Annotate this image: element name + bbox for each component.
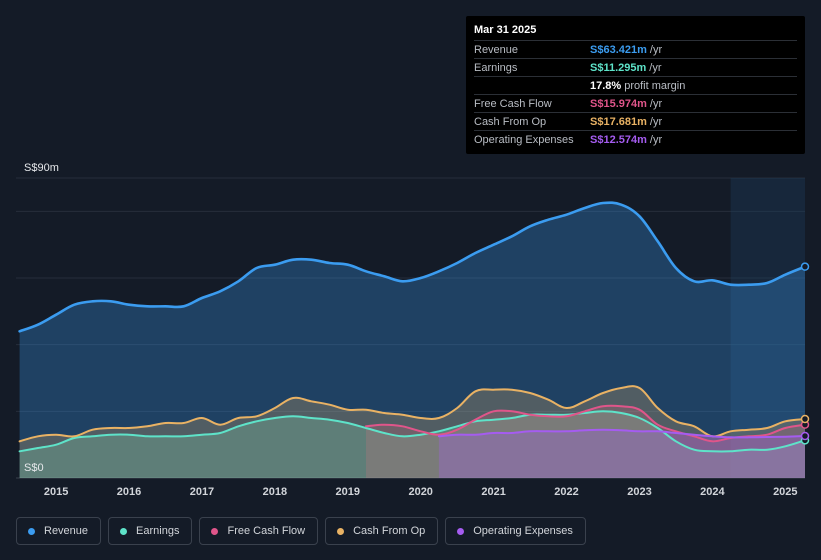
x-tick-label: 2016 <box>117 486 141 498</box>
series-areas <box>19 202 806 479</box>
legend-item-operating-expenses[interactable]: Operating Expenses <box>445 517 586 545</box>
legend: Revenue Earnings Free Cash Flow Cash Fro… <box>16 517 593 545</box>
x-tick-label: 2017 <box>190 486 214 498</box>
line-earnings <box>18 410 806 453</box>
end-marker-revenue <box>800 262 810 271</box>
series-lines <box>18 201 807 453</box>
line-operating-expenses <box>437 428 806 439</box>
legend-label: Cash From Op <box>353 525 426 537</box>
x-tick-label: 2019 <box>336 486 360 498</box>
x-tick-label: 2025 <box>773 486 797 498</box>
x-tick-label: 2021 <box>481 486 505 498</box>
x-tick-label: 2020 <box>408 486 432 498</box>
x-tick-label: 2015 <box>44 486 68 498</box>
area-earnings <box>19 411 806 478</box>
line-revenue <box>18 201 807 333</box>
legend-dot-icon <box>457 527 465 535</box>
x-axis: 2015 2016 2017 2018 2019 2020 2021 2022 2023 2024… <box>44 486 798 498</box>
legend-item-earnings[interactable]: Earnings <box>108 517 193 545</box>
x-tick-label: 2018 <box>263 486 287 498</box>
tooltip-unit: /yr <box>649 43 663 56</box>
legend-item-revenue[interactable]: Revenue <box>16 517 102 545</box>
gridlines <box>16 177 805 479</box>
series-end-markers <box>800 262 810 445</box>
tooltip-date: Mar 31 2025 <box>474 24 537 36</box>
tooltip-label: Cash From Op <box>474 115 547 128</box>
legend-item-free-cash-flow[interactable]: Free Cash Flow <box>199 517 319 545</box>
tooltip-value: S$11.295m <box>590 61 647 74</box>
legend-dot-icon <box>211 527 219 535</box>
legend-label: Earnings <box>136 525 180 537</box>
tooltip-unit: /yr <box>649 115 663 128</box>
tooltip-row-cash-from-op: Cash From Op S$17.681m /yr <box>474 112 797 130</box>
tooltip-panel: Mar 31 2025 Revenue S$63.421m /yr Earnin… <box>466 16 805 154</box>
tooltip-label: Revenue <box>474 43 519 56</box>
tooltip-row-operating-expenses: Operating Expenses S$12.574m /yr <box>474 130 797 148</box>
tooltip-row-free-cash-flow: Free Cash Flow S$15.974m /yr <box>474 94 797 112</box>
x-tick-label: 2023 <box>627 486 651 498</box>
tooltip-value: S$63.421m <box>590 43 647 56</box>
tooltip-value: 17.8% <box>590 79 622 92</box>
y-tick-label: S$90m <box>24 162 59 174</box>
tooltip-value: S$12.574m <box>590 133 647 146</box>
tooltip-label: Free Cash Flow <box>474 97 552 110</box>
legend-dot-icon <box>28 527 35 535</box>
area-free-cash-flow <box>366 405 805 478</box>
x-tick-label: 2024 <box>700 486 725 498</box>
legend-label: Revenue <box>44 525 89 537</box>
tooltip-unit: /yr <box>649 97 663 110</box>
tooltip-row-earnings: Earnings S$11.295m /yr <box>474 58 797 76</box>
legend-item-cash-from-op[interactable]: Cash From Op <box>325 517 439 545</box>
tooltip-row-revenue: Revenue S$63.421m /yr <box>474 40 797 58</box>
x-tick-label: 2022 <box>554 486 578 498</box>
end-marker-operating-expenses <box>800 431 810 441</box>
legend-dot-icon <box>120 527 128 535</box>
legend-label: Operating Expenses <box>473 525 573 537</box>
tooltip-value: S$15.974m <box>590 97 647 110</box>
y-axis: S$90m S$0 <box>24 162 59 474</box>
tooltip-unit: /yr <box>649 133 663 146</box>
tooltip-unit: profit margin <box>624 79 686 92</box>
tooltip-row-profit-margin: 17.8% profit margin <box>474 76 797 94</box>
tooltip-unit: /yr <box>649 61 662 74</box>
tooltip-label: Operating Expenses <box>474 133 574 146</box>
line-cash-from-op <box>18 385 806 443</box>
tooltip-label: Earnings <box>474 61 518 74</box>
legend-dot-icon <box>337 527 345 535</box>
tooltip-value: S$17.681m <box>590 115 647 128</box>
area-cash-from-op <box>19 386 806 478</box>
legend-label: Free Cash Flow <box>227 525 306 537</box>
area-revenue <box>19 202 806 479</box>
y-tick-label: S$0 <box>24 462 44 474</box>
end-marker-cash-from-op <box>800 414 810 424</box>
